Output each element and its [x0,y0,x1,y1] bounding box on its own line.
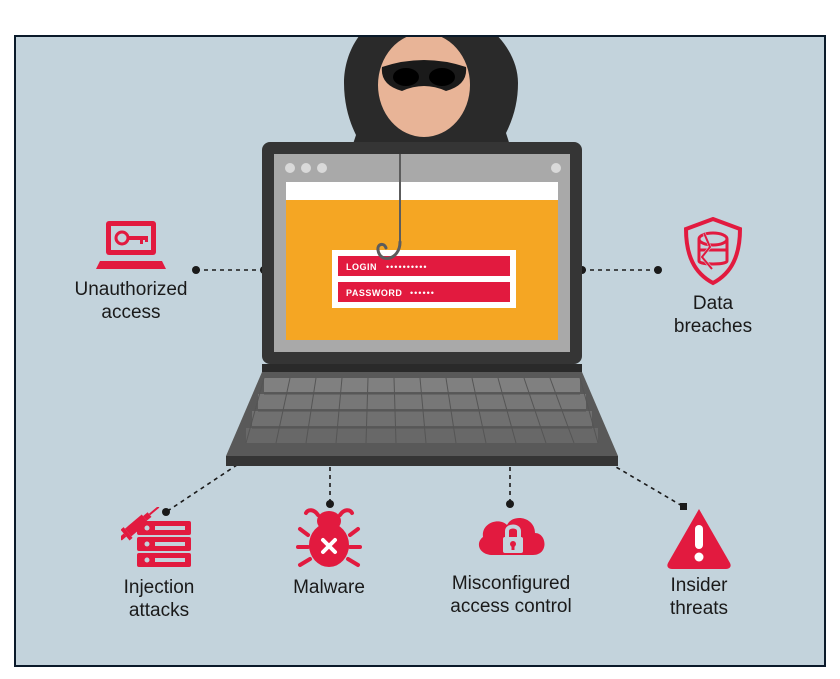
threat-injection-attacks: Injectionattacks [74,507,244,623]
infographic-frame: LOGIN •••••••••• PASSWORD •••••• [14,35,826,667]
login-label: LOGIN [346,262,377,272]
threat-label: Databreaches [628,293,798,339]
threat-label: Misconfiguredaccess control [426,573,596,619]
infographic-panel: LOGIN •••••••••• PASSWORD •••••• [16,37,824,665]
threat-data-breaches: Databreaches [628,217,798,339]
login-mask: •••••••••• [386,262,428,272]
threat-misconfigured-access: Misconfiguredaccess control [426,507,596,619]
shield-db-icon [680,217,746,287]
warning-icon [664,507,734,569]
laptop-key-icon [96,217,166,273]
cloud-lock-icon [471,507,551,567]
bug-icon [296,507,362,571]
threat-malware: Malware [244,507,414,600]
threat-unauthorized-access: Unauthorizedaccess [46,217,216,325]
syringe-server-icon [121,507,197,571]
password-label: PASSWORD [346,288,402,298]
threat-label: Unauthorizedaccess [46,279,216,325]
threat-label: Malware [244,577,414,600]
password-mask: •••••• [410,288,435,298]
threat-label: Insiderthreats [614,575,784,621]
threat-insider-threats: Insiderthreats [614,507,784,621]
threat-label: Injectionattacks [74,577,244,623]
